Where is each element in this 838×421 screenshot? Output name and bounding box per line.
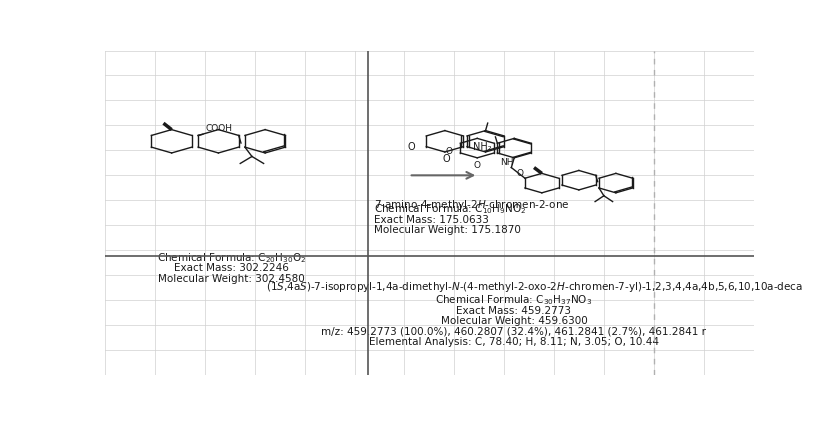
Text: Molecular Weight: 459.6300: Molecular Weight: 459.6300 (441, 316, 587, 326)
Text: Exact Mass: 302.2246: Exact Mass: 302.2246 (174, 264, 289, 273)
Text: COOH: COOH (205, 123, 232, 133)
Text: Chemical Formula: C$_{\mathregular{20}}$H$_{\mathregular{30}}$O$_{\mathregular{2: Chemical Formula: C$_{\mathregular{20}}$… (157, 251, 306, 265)
Text: Molecular Weight: 302.4580: Molecular Weight: 302.4580 (158, 274, 305, 284)
Text: O: O (446, 147, 453, 155)
Text: Exact Mass: 175.0633: Exact Mass: 175.0633 (375, 215, 489, 225)
Text: (1$\mathit{S}$,4a$\mathit{S}$)-7-isopropyl-1,4a-dimethyl-$\mathit{N}$-(4-methyl-: (1$\mathit{S}$,4a$\mathit{S}$)-7-isoprop… (266, 280, 803, 294)
Text: Chemical Formula: C$_{\mathregular{10}}$H$_{\mathregular{9}}$NO$_{\mathregular{2: Chemical Formula: C$_{\mathregular{10}}$… (375, 203, 526, 216)
Text: Exact Mass: 459.2773: Exact Mass: 459.2773 (457, 306, 572, 315)
Text: m/z: 459.2773 (100.0%), 460.2807 (32.4%), 461.2841 (2.7%), 461.2841 r: m/z: 459.2773 (100.0%), 460.2807 (32.4%)… (322, 326, 706, 336)
Text: O: O (473, 161, 481, 170)
Text: O: O (517, 169, 524, 178)
Text: O: O (408, 141, 416, 152)
Text: NH: NH (499, 157, 513, 167)
Text: Chemical Formula: C$_{\mathregular{30}}$H$_{\mathregular{37}}$NO$_{\mathregular{: Chemical Formula: C$_{\mathregular{30}}$… (435, 293, 592, 307)
Text: O: O (442, 154, 450, 164)
Text: NH₂: NH₂ (473, 141, 492, 152)
Text: Elemental Analysis: C, 78.40; H, 8.11; N, 3.05; O, 10.44: Elemental Analysis: C, 78.40; H, 8.11; N… (369, 337, 659, 346)
Text: 7-amino-4-methyl-2$\mathit{H}$-chromen-2-one: 7-amino-4-methyl-2$\mathit{H}$-chromen-2… (375, 197, 570, 211)
Text: Molecular Weight: 175.1870: Molecular Weight: 175.1870 (375, 225, 521, 235)
